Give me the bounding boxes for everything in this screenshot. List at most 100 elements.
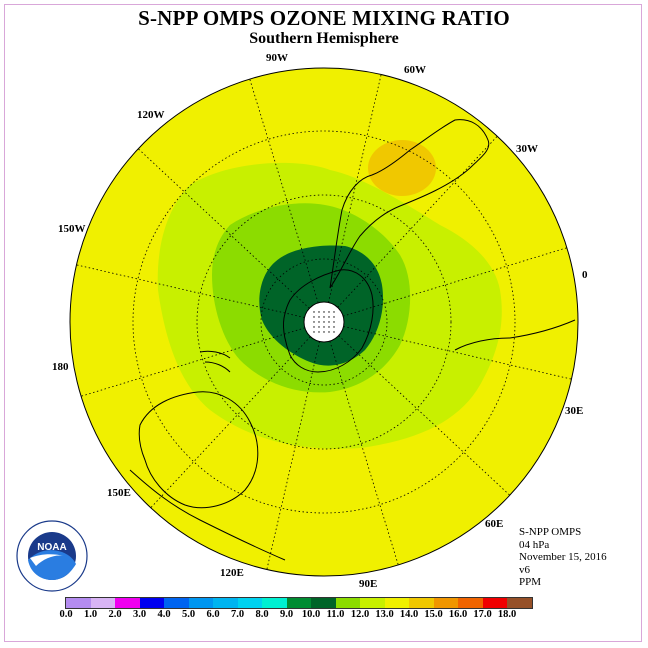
colorbar-segment — [335, 598, 360, 608]
south-america-coast — [329, 119, 490, 289]
lon-label-150e: 150E — [107, 487, 131, 499]
pole-dot — [328, 316, 330, 318]
colorbar-segment — [482, 598, 507, 608]
colorbar-segment — [384, 598, 409, 608]
meridian-line — [80, 327, 305, 397]
colorbar-segment — [262, 598, 287, 608]
colorbar-segment — [237, 598, 262, 608]
pole-dot — [333, 316, 335, 318]
lon-label-60w: 60W — [404, 64, 426, 76]
southeast-asia-coast — [129, 469, 286, 561]
colorbar-tick-label: 6.0 — [206, 609, 220, 620]
lon-label-120e: 120E — [220, 567, 244, 579]
colorbar — [65, 597, 533, 609]
colorbar-segment — [433, 598, 458, 608]
info-instrument: S-NPP OMPS — [519, 526, 582, 538]
pole-dot — [333, 331, 335, 333]
pole-dot — [318, 311, 320, 313]
lon-label-150w: 150W — [58, 223, 86, 235]
colorbar-segment — [409, 598, 434, 608]
colorbar-segment — [507, 598, 532, 608]
pole-dot — [333, 321, 335, 323]
map-title: S-NPP OMPS OZONE MIXING RATIO — [138, 6, 510, 30]
meridian-line — [328, 74, 382, 303]
lon-label-180: 180 — [52, 361, 69, 373]
pole-dot — [313, 326, 315, 328]
new-zealand-coast — [199, 350, 231, 373]
colorbar-tick-label: 12.0 — [350, 609, 370, 620]
pole-dot — [323, 331, 325, 333]
figure-frame — [4, 4, 642, 642]
colorbar-tick-label: 17.0 — [473, 609, 492, 620]
colorbar-tick-label: 13.0 — [375, 609, 394, 620]
pole-dot — [318, 331, 320, 333]
meridian-line — [150, 336, 311, 509]
longitude-labels: 90W 60W 30W 0 30E 60E 90E 120E 150E 180 … — [52, 52, 588, 590]
pole-dot — [323, 321, 325, 323]
colorbar-segment — [164, 598, 189, 608]
pole-dot — [313, 331, 315, 333]
pole-dot — [333, 326, 335, 328]
africa-coast — [454, 319, 576, 351]
pole-dot — [313, 321, 315, 323]
info-level: 04 hPa — [519, 538, 550, 551]
australia-coast — [138, 391, 259, 509]
pole-dot — [328, 321, 330, 323]
colorbar-segment — [458, 598, 483, 608]
lon-label-90w: 90W — [266, 52, 288, 64]
colorbar-tick-label: 0.0 — [59, 609, 73, 620]
colorbar-tick-label: 3.0 — [132, 609, 147, 620]
pole-dot — [318, 321, 320, 323]
lon-label-30w: 30W — [516, 143, 538, 155]
colorbar-segment — [188, 598, 213, 608]
graticule — [132, 130, 516, 514]
colorbar-tick-label: 5.0 — [181, 609, 196, 620]
colorbar-tick-label: 18.0 — [497, 609, 517, 620]
pole-dot — [323, 326, 325, 328]
colorbar-tick-label: 7.0 — [230, 609, 245, 620]
colorbar-tick-label: 10.0 — [301, 609, 321, 620]
high-ozone-patch — [368, 140, 436, 196]
lon-label-0: 0 — [582, 269, 588, 281]
pole-dot — [328, 331, 330, 333]
meridian-line — [343, 247, 568, 317]
map-subtitle: Southern Hemisphere — [249, 30, 399, 47]
meridian-line — [337, 135, 498, 308]
colorbar-ticks: 0.0 1.0 2.0 3.0 4.0 5.0 6.0 7.0 8.0 9.0 10.0 11.0 12… — [0, 609, 648, 623]
colorbar-tick-label: 2.0 — [108, 609, 122, 620]
colorbar-tick-label: 9.0 — [279, 609, 294, 620]
antarctica-coast — [283, 269, 374, 373]
meridian-line — [76, 264, 305, 318]
meridian-line — [343, 326, 572, 380]
coastlines — [129, 119, 576, 561]
colorbar-tick-label: 4.0 — [157, 609, 171, 620]
colorbar-segment — [213, 598, 238, 608]
pole-grid-dots — [313, 311, 335, 333]
info-version: v6 — [519, 563, 530, 576]
colorbar-segment — [286, 598, 311, 608]
colorbar-tick-label: 11.0 — [326, 609, 345, 620]
pole-dot — [323, 311, 325, 313]
info-date: November 15, 2016 — [519, 551, 607, 563]
pole-dot — [328, 311, 330, 313]
pole-dot — [333, 311, 335, 313]
colorbar-segment — [115, 598, 140, 608]
colorbar-tick-label: 16.0 — [448, 609, 468, 620]
pole-dot — [313, 311, 315, 313]
colorbar-tick-label: 14.0 — [399, 609, 419, 620]
meridian-line — [249, 78, 319, 303]
pole-dot — [318, 326, 320, 328]
colorbar-segment — [311, 598, 336, 608]
noaa-logo-icon: NOAA — [16, 520, 88, 592]
colorbar-segment — [66, 598, 91, 608]
pole-dot — [328, 326, 330, 328]
lon-label-60e: 60E — [485, 518, 503, 530]
pole-dot — [313, 316, 315, 318]
meridian-line — [137, 148, 310, 309]
pole-dot — [323, 316, 325, 318]
pole-dot — [318, 316, 320, 318]
lon-label-120w: 120W — [137, 109, 165, 121]
meridian-line — [338, 335, 511, 496]
info-block: S-NPP OMPS 04 hPa November 15, 2016 v6 P… — [519, 526, 607, 589]
